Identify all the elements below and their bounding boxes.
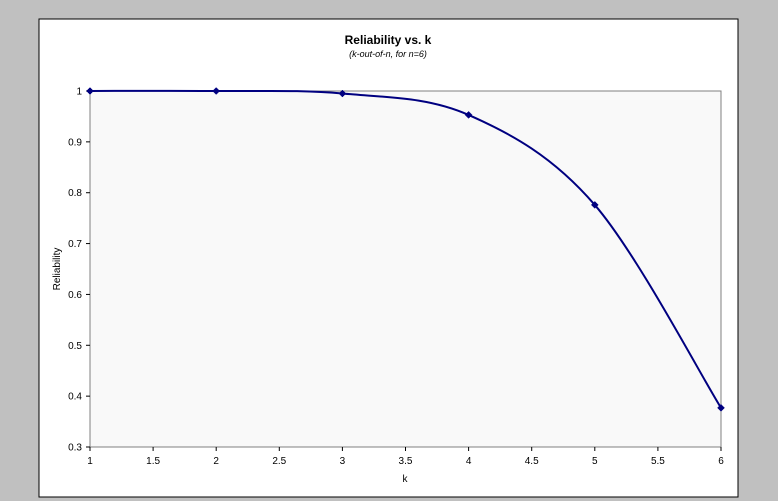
data-point-marker: [464, 111, 473, 119]
data-point-marker: [590, 201, 599, 209]
y-tick-label: 1: [76, 87, 82, 98]
chart-title: Reliability vs. k: [345, 33, 432, 47]
y-axis-label: Reliability: [52, 248, 63, 291]
x-tick-label: 3.5: [399, 456, 413, 467]
y-tick-label: 0.5: [68, 341, 82, 352]
y-tick-label: 0.6: [68, 290, 82, 301]
y-tick-label: 0.7: [68, 239, 82, 250]
series-layer: [86, 87, 725, 412]
x-tick-label: 2: [213, 456, 219, 467]
x-tick-label: 5: [592, 456, 598, 467]
x-tick-label: 1: [87, 456, 93, 467]
data-point-marker: [212, 87, 221, 95]
y-tick-label: 0.4: [68, 392, 82, 403]
chart-subtitle: (k-out-of-n, for n=6): [349, 49, 427, 59]
y-tick-label: 0.8: [68, 188, 82, 199]
y-tick-label: 0.9: [68, 137, 82, 148]
x-tick-label: 1.5: [146, 456, 160, 467]
x-axis: 1 1.5 2 2.5 3 3.5 4 4.5 5 5.5 6: [87, 447, 724, 467]
plot-area: [89, 90, 722, 448]
x-tick-label: 4.5: [525, 456, 539, 467]
data-point-marker: [86, 87, 94, 95]
series-line: [89, 89, 722, 409]
data-point-marker: [338, 89, 347, 98]
data-point-marker: [717, 403, 725, 412]
x-tick-label: 3: [340, 456, 346, 467]
x-tick-label: 4: [466, 456, 472, 467]
y-tick-label: 0.3: [68, 443, 82, 454]
x-tick-label: 2.5: [272, 456, 286, 467]
x-tick-label: 5.5: [651, 456, 665, 467]
x-axis-label: k: [403, 474, 409, 485]
x-tick-label: 6: [718, 456, 724, 467]
